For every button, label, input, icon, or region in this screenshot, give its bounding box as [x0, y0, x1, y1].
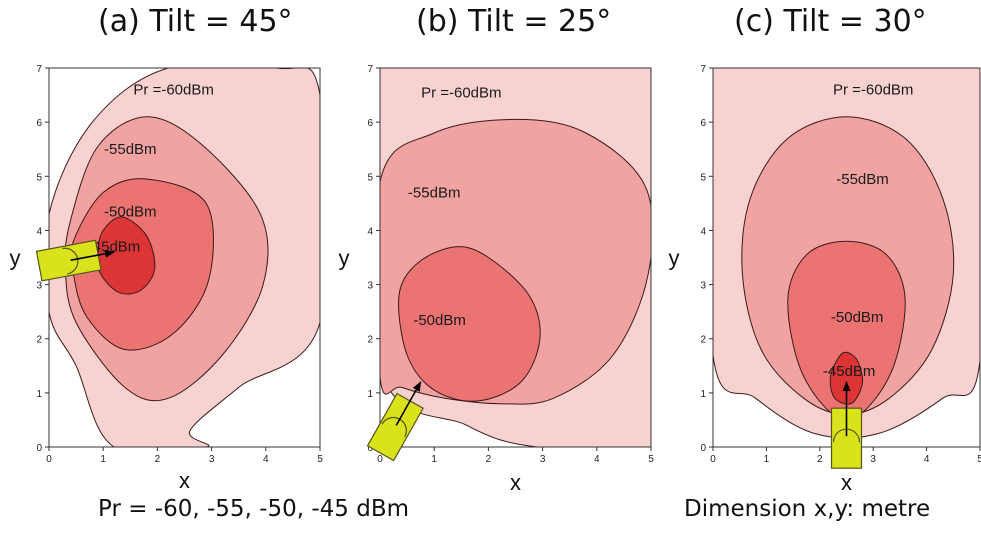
x-tick-label-c-4: 4 — [924, 454, 930, 465]
y-tick-label-b-4: 4 — [367, 226, 373, 237]
x-tick-label-a-2: 2 — [155, 454, 161, 465]
y-tick-label-a-0: 0 — [36, 443, 42, 454]
x-tick-label-b-3: 3 — [540, 454, 546, 465]
x-axis-label-a: x — [179, 468, 190, 493]
contour-group-c — [713, 68, 980, 439]
contour-label-c-1: -55dBm — [836, 171, 889, 188]
x-tick-label-a-0: 0 — [46, 454, 52, 465]
y-tick-label-c-5: 5 — [700, 172, 706, 183]
contour-region-b-2 — [398, 246, 541, 402]
beam-arrow-b — [395, 381, 422, 426]
x-tick-label-a-1: 1 — [100, 454, 106, 465]
contour-label-b-0: Pr =-60dBm — [421, 84, 501, 101]
y-axis-label-a: y — [10, 246, 21, 271]
x-tick-label-a-3: 3 — [209, 454, 215, 465]
x-tick-label-c-1: 1 — [764, 454, 770, 465]
y-tick-label-a-6: 6 — [36, 118, 42, 129]
x-tick-label-b-4: 4 — [594, 454, 600, 465]
contour-label-c-3: -45dBm — [823, 363, 876, 380]
y-axis-label-b: y — [339, 246, 350, 271]
contour-label-a-2: -50dBm — [104, 203, 157, 220]
y-tick-label-b-2: 2 — [367, 335, 373, 346]
footer-dimension: Dimension x,y: metre — [684, 496, 931, 522]
title-a: (a) Tilt = 45° — [98, 4, 293, 39]
chart-a: 0 1 2 3 4 5 0 1 2 3 4 5 6 7 x y Pr =-60dBm -55dBm -50dBm -4… — [10, 64, 324, 493]
x-tick-label-c-0: 0 — [710, 454, 716, 465]
x-tick-label-a-5: 5 — [317, 454, 323, 465]
x-tick-label-b-5: 5 — [648, 454, 654, 465]
y-tick-label-b-0: 0 — [367, 443, 373, 454]
y-tick-label-b-5: 5 — [367, 172, 373, 183]
y-tick-label-b-7: 7 — [367, 64, 373, 75]
y-tick-label-b-3: 3 — [367, 281, 373, 292]
contour-group-b — [380, 68, 651, 447]
y-tick-label-c-4: 4 — [700, 226, 706, 237]
y-tick-label-c-6: 6 — [700, 118, 706, 129]
x-tick-label-b-2: 2 — [486, 454, 492, 465]
x-tick-label-c-3: 3 — [870, 454, 876, 465]
contour-region-c-3 — [829, 351, 864, 405]
contour-label-a-3: -45dBm — [88, 239, 141, 256]
title-b: (b) Tilt = 25° — [416, 4, 612, 39]
y-tick-label-b-1: 1 — [367, 389, 373, 400]
x-axis-label-b: x — [510, 470, 521, 495]
y-tick-label-a-3: 3 — [36, 281, 42, 292]
x-tick-label-c-5: 5 — [977, 454, 981, 465]
x-tick-label-c-2: 2 — [817, 454, 823, 465]
beam-arrow-a — [70, 249, 116, 261]
y-tick-label-a-7: 7 — [36, 64, 42, 75]
contour-label-a-0: Pr =-60dBm — [133, 82, 213, 99]
x-axis-label-c: x — [841, 470, 852, 495]
x-tick-label-a-4: 4 — [263, 454, 269, 465]
x-tick-label-b-0: 0 — [377, 454, 383, 465]
y-tick-label-a-4: 4 — [36, 226, 42, 237]
axis-frame-b — [379, 67, 652, 448]
contour-group-a — [49, 68, 320, 447]
y-tick-label-c-2: 2 — [700, 335, 706, 346]
footer-levels: Pr = -60, -55, -50, -45 dBm — [98, 496, 410, 522]
contour-label-c-2: -50dBm — [831, 309, 884, 326]
contour-label-b-1: -55dBm — [408, 185, 461, 202]
y-tick-label-a-5: 5 — [36, 172, 42, 183]
y-tick-label-c-3: 3 — [700, 281, 706, 292]
contour-label-c-0: Pr =-60dBm — [833, 82, 913, 99]
y-tick-label-a-2: 2 — [36, 335, 42, 346]
x-tick-label-b-1: 1 — [431, 454, 437, 465]
chart-b: 0 1 2 3 4 5 0 1 2 3 4 5 6 7 x y Pr =-60dBm -55dBm -50dBm — [339, 64, 655, 495]
contour-label-b-2: -50dBm — [413, 312, 466, 329]
contour-region-c-2 — [787, 240, 906, 421]
title-c: (c) Tilt = 30° — [734, 4, 927, 39]
contour-label-a-1: -55dBm — [104, 141, 157, 158]
y-tick-label-c-0: 0 — [700, 443, 706, 454]
y-tick-label-b-6: 6 — [367, 118, 373, 129]
y-tick-label-a-1: 1 — [36, 389, 42, 400]
y-tick-label-c-1: 1 — [700, 389, 706, 400]
contour-region-a-3 — [96, 216, 156, 295]
y-tick-label-c-7: 7 — [700, 64, 706, 75]
chart-c: 0 1 2 3 4 5 0 1 2 3 4 5 6 7 x y Pr =-60dBm -55dBm -50dBm -4… — [669, 64, 981, 495]
y-axis-label-c: y — [669, 246, 680, 271]
